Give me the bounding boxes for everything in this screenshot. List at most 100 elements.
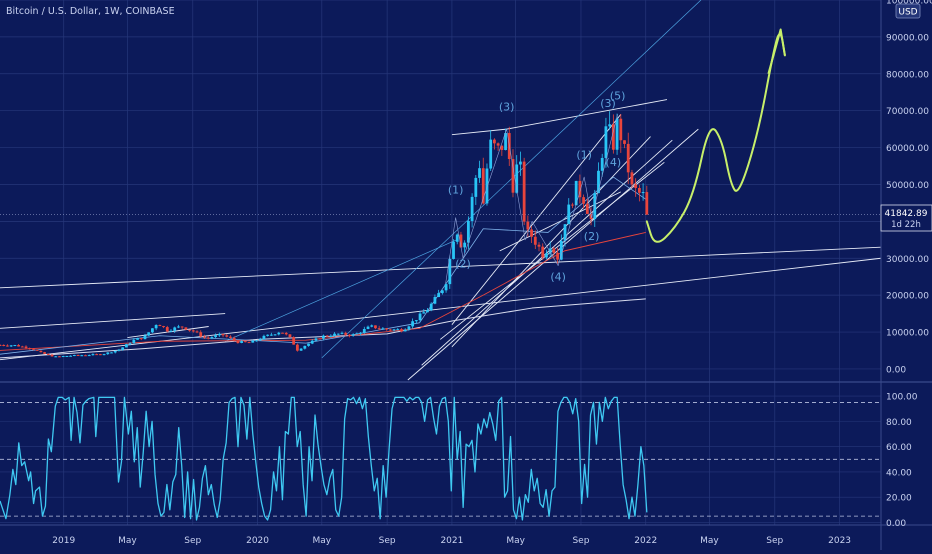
candle	[418, 310, 422, 323]
currency-badge[interactable]: USD	[895, 3, 921, 19]
wave-path	[445, 114, 618, 285]
candle	[61, 355, 65, 358]
wave-label: (4)	[606, 156, 622, 169]
y-tick-label: 30000.00	[886, 255, 929, 265]
candle-body	[158, 325, 162, 327]
candle	[203, 334, 206, 339]
candle-body	[351, 334, 355, 336]
candle-body	[545, 253, 548, 258]
candle-body	[232, 337, 236, 341]
trendline	[439, 161, 665, 340]
candle-body	[154, 325, 158, 329]
candle-body	[526, 221, 530, 230]
candle-body	[147, 332, 151, 336]
candle	[370, 324, 374, 328]
y-tick-label: 70000.00	[886, 107, 929, 117]
candle	[173, 326, 177, 333]
candle-body	[281, 332, 284, 334]
candle	[303, 345, 307, 350]
candle-body	[400, 329, 403, 332]
candle	[255, 339, 258, 342]
candle	[225, 333, 229, 338]
candle	[147, 332, 151, 337]
candle-body	[203, 336, 206, 338]
wave-label: (1)	[576, 149, 592, 162]
candle	[281, 332, 284, 334]
last-price-label: 41842.89	[885, 209, 928, 219]
candle	[139, 338, 143, 341]
candle	[481, 157, 485, 205]
candle	[76, 354, 80, 357]
candle-body	[619, 118, 623, 141]
candle-body	[466, 220, 470, 243]
candle-body	[292, 337, 296, 345]
candle	[24, 345, 28, 350]
x-tick-label: 2021	[440, 536, 463, 546]
candle-body	[322, 335, 325, 339]
y-tick-label: 90000.00	[886, 33, 929, 43]
candle-body	[102, 354, 106, 356]
candle	[180, 326, 184, 330]
candle	[46, 353, 50, 355]
candle-body	[559, 240, 563, 260]
candle	[496, 142, 500, 151]
candle-body	[132, 339, 136, 344]
candle	[121, 347, 125, 351]
x-tick-label: 2019	[52, 536, 75, 546]
wave-labels: (3) (1) (2) (1) (2) (3) (4) (5) (4)	[445, 90, 625, 285]
candle	[199, 330, 203, 338]
candle	[84, 354, 87, 357]
candle	[429, 302, 433, 312]
candle	[348, 334, 351, 338]
candle-body	[448, 258, 452, 285]
candle-body	[318, 338, 322, 340]
candle	[455, 233, 459, 245]
candle	[132, 338, 136, 344]
candle	[545, 249, 548, 260]
candle-body	[6, 345, 9, 347]
candle-body	[496, 143, 500, 146]
candle-body	[139, 338, 143, 340]
candle-body	[515, 164, 519, 193]
osc-y-tick-label: 0.00	[886, 519, 906, 529]
y-tick-label: 10000.00	[886, 329, 929, 339]
candle	[448, 255, 452, 289]
candle	[151, 328, 154, 334]
ma-mid	[0, 231, 646, 351]
candle	[515, 155, 519, 194]
candle	[39, 350, 43, 353]
trendline	[225, 239, 457, 342]
candle-body	[269, 334, 273, 336]
candle	[444, 282, 448, 293]
trendline	[451, 128, 507, 136]
osc-y-tick-label: 20.00	[886, 494, 912, 504]
candle-body	[314, 338, 318, 341]
candle	[411, 318, 415, 329]
moving-averages	[0, 176, 646, 359]
candle	[489, 130, 493, 171]
oscillator-pane	[0, 396, 881, 521]
candle-body	[571, 204, 574, 206]
candle	[574, 180, 578, 206]
projection-curve	[645, 33, 786, 243]
candle-body	[180, 326, 184, 328]
candle	[2, 344, 6, 347]
candle	[556, 247, 559, 264]
candle-body	[240, 341, 244, 343]
candle	[355, 332, 359, 335]
candle	[537, 242, 541, 252]
candle-body	[418, 313, 422, 321]
candle-body	[58, 356, 61, 358]
x-tick-label: 2023	[828, 536, 851, 546]
candle-body	[548, 248, 552, 254]
candle	[117, 348, 121, 352]
candle-body	[500, 145, 504, 151]
candle-body	[374, 325, 377, 329]
candle-body	[188, 329, 191, 331]
candle	[522, 157, 526, 226]
candle-body	[84, 355, 87, 357]
candle-body	[110, 352, 113, 354]
candle	[221, 333, 225, 338]
